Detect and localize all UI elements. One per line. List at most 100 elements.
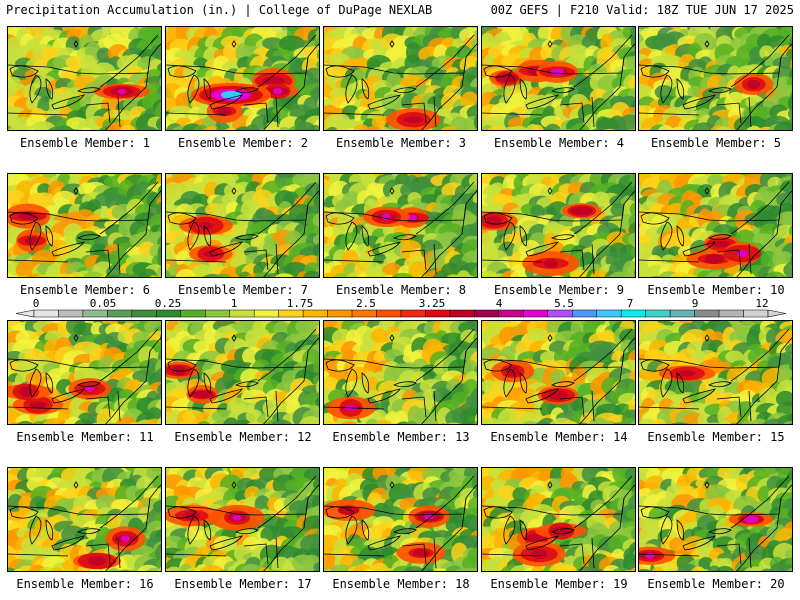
geographic-outlines <box>166 181 319 277</box>
colorbar-swatch <box>669 309 695 318</box>
precip-field <box>639 321 792 424</box>
colorbar-swatch <box>572 309 597 318</box>
ensemble-member-map <box>638 320 793 425</box>
geographic-outlines <box>324 181 477 277</box>
colorbar-tick-label: 2.5 <box>356 297 376 310</box>
colorbar-swatch <box>107 309 133 318</box>
station-marker-icon <box>389 187 395 195</box>
colorbar-tick-label: 1.75 <box>287 297 314 310</box>
ensemble-member-label: Ensemble Member: 8 <box>335 283 467 297</box>
station-marker-icon <box>73 40 79 48</box>
geographic-outlines <box>8 34 161 130</box>
colorbar-tick-label: 0 <box>33 297 40 310</box>
ensemble-member-map <box>165 26 320 131</box>
precip-field <box>639 27 792 130</box>
colorbar-min-arrow-icon <box>15 309 35 318</box>
colorbar-swatch <box>596 309 622 318</box>
colorbar-swatch <box>400 309 426 318</box>
map-title: Precipitation Accumulation (in.) | Colle… <box>6 3 433 17</box>
colorbar-tick-label: 4 <box>496 297 503 310</box>
colorbar-tick-label: 0.05 <box>90 297 117 310</box>
colorbar-tick-label: 1 <box>231 297 238 310</box>
ensemble-member-label: Ensemble Member: 5 <box>650 136 782 150</box>
colorbar-swatch <box>205 309 230 318</box>
station-marker-icon <box>231 187 237 195</box>
precip-field <box>482 321 635 424</box>
ensemble-member-label: Ensemble Member: 16 <box>16 577 154 591</box>
station-marker-icon <box>231 481 237 489</box>
precip-field <box>639 468 792 571</box>
station-marker-icon <box>547 334 553 342</box>
ensemble-member-map <box>165 467 320 572</box>
precip-field <box>166 321 319 424</box>
ensemble-member-label: Ensemble Member: 1 <box>19 136 151 150</box>
geographic-outlines <box>324 475 477 571</box>
precipitation-colorbar: 0 0.05 0.25 1 1.75 2.5 3.25 4 5.5 7 9 12 <box>0 297 800 319</box>
colorbar-swatch <box>58 309 84 318</box>
geographic-outlines <box>639 475 792 571</box>
ensemble-member-label: Ensemble Member: 2 <box>177 136 309 150</box>
geographic-outlines <box>166 328 319 424</box>
ensemble-member-label: Ensemble Member: 13 <box>332 430 470 444</box>
ensemble-member-label: Ensemble Member: 11 <box>16 430 154 444</box>
precip-field <box>482 27 635 130</box>
station-marker-icon <box>547 187 553 195</box>
colorbar-swatch <box>645 309 671 318</box>
ensemble-member-label: Ensemble Member: 6 <box>19 283 151 297</box>
ensemble-member-map <box>7 320 162 425</box>
precip-field <box>8 468 161 571</box>
ensemble-member-label: Ensemble Member: 20 <box>647 577 785 591</box>
colorbar-swatch <box>449 309 475 318</box>
precip-field <box>8 27 161 130</box>
ensemble-member-label: Ensemble Member: 4 <box>493 136 625 150</box>
geographic-outlines <box>482 328 635 424</box>
geographic-outlines <box>639 34 792 130</box>
precip-field <box>166 468 319 571</box>
colorbar-swatch <box>156 309 182 318</box>
geographic-outlines <box>166 475 319 571</box>
ensemble-member-map <box>638 173 793 278</box>
ensemble-member-map <box>481 467 636 572</box>
station-marker-icon <box>231 334 237 342</box>
geographic-outlines <box>324 328 477 424</box>
colorbar-swatch <box>351 309 377 318</box>
ensemble-member-map <box>481 173 636 278</box>
geographic-outlines <box>482 475 635 571</box>
ensemble-member-map <box>481 320 636 425</box>
geographic-outlines <box>324 34 477 130</box>
colorbar-swatch <box>302 309 328 318</box>
station-marker-icon <box>389 334 395 342</box>
colorbar-max-arrow-icon <box>767 309 787 318</box>
station-marker-icon <box>547 481 553 489</box>
ensemble-member-map <box>7 173 162 278</box>
ensemble-member-map <box>481 26 636 131</box>
colorbar-tick-label: 7 <box>627 297 634 310</box>
colorbar-swatch <box>547 309 573 318</box>
colorbar-swatch <box>376 309 402 318</box>
precip-field <box>8 174 161 277</box>
ensemble-member-map <box>323 173 478 278</box>
ensemble-member-label: Ensemble Member: 14 <box>490 430 628 444</box>
ensemble-member-map <box>165 173 320 278</box>
precip-field <box>324 321 477 424</box>
ensemble-member-map <box>638 26 793 131</box>
station-marker-icon <box>73 481 79 489</box>
geographic-outlines <box>8 475 161 571</box>
station-marker-icon <box>547 40 553 48</box>
colorbar-swatch <box>229 309 255 318</box>
ensemble-member-map <box>323 467 478 572</box>
colorbar-swatch <box>498 309 524 318</box>
ensemble-member-label: Ensemble Member: 9 <box>493 283 625 297</box>
ensemble-member-label: Ensemble Member: 12 <box>174 430 312 444</box>
colorbar-swatch <box>694 309 720 318</box>
ensemble-member-label: Ensemble Member: 18 <box>332 577 470 591</box>
station-marker-icon <box>73 187 79 195</box>
geographic-outlines <box>482 181 635 277</box>
ensemble-member-map <box>7 26 162 131</box>
geographic-outlines <box>482 34 635 130</box>
run-valid-time: 00Z GEFS | F210 Valid: 18Z TUE JUN 17 20… <box>490 3 794 17</box>
colorbar-tick-label: 5.5 <box>554 297 574 310</box>
ensemble-member-map <box>165 320 320 425</box>
station-marker-icon <box>704 187 710 195</box>
precip-field <box>482 174 635 277</box>
